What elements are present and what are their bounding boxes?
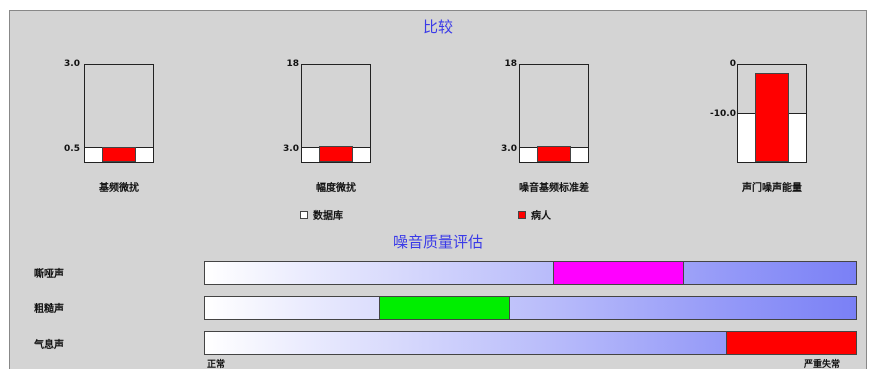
severity-range-segment: [379, 296, 510, 320]
chart-label: 声门噪声能量: [742, 183, 802, 194]
patient-bar: [102, 147, 136, 162]
severity-range-segment: [726, 331, 857, 355]
scale-min-label: 正常: [207, 360, 226, 370]
chart-reference-label: 3.0: [283, 144, 299, 154]
patient-bar: [319, 146, 353, 162]
assessment-title: 噪音质量评估: [392, 233, 483, 251]
scale-track-hoarse: [204, 261, 857, 285]
scale-track-rough: [204, 296, 857, 320]
chart-ymax-label: 0: [729, 59, 736, 69]
severity-range-segment: [553, 261, 684, 285]
chart-ymax-label: 3.0: [64, 59, 80, 69]
scale-max-label: 严重失常: [804, 360, 841, 370]
chart-reference-label: 3.0: [501, 144, 517, 154]
chart-reference-label: 0.5: [64, 144, 80, 154]
chart-ymax-label: 18: [504, 59, 517, 69]
comparison-title: 比较: [422, 18, 453, 36]
row-label-hoarse: 嘶哑声: [34, 269, 64, 280]
legend-swatch-patient: [518, 210, 526, 219]
chart-reference-label: -10.0: [710, 109, 736, 119]
voice-analysis-panel: 比较 3.0 0.5 基频微扰 18 3.0 幅度微扰 18 3.0 噪音基频标…: [9, 10, 867, 370]
chart-label: 幅度微扰: [316, 183, 356, 194]
scale-track-breathy: [204, 331, 857, 355]
chart-ymax-label: 18: [286, 59, 299, 69]
legend-database: 数据库: [300, 207, 343, 222]
row-label-rough: 粗糙声: [34, 304, 64, 315]
patient-bar: [537, 146, 571, 162]
patient-bar: [755, 73, 789, 162]
chart-plot-area: [84, 64, 154, 163]
chart-label: 基频微扰: [99, 183, 139, 194]
chart-plot-area: [519, 64, 589, 163]
row-label-breathy: 气息声: [34, 340, 64, 351]
chart-plot-area: [737, 64, 807, 163]
legend-label: 病人: [531, 211, 551, 222]
legend-label: 数据库: [313, 211, 343, 222]
legend-patient: 病人: [518, 207, 551, 222]
legend-swatch-database: [300, 210, 308, 219]
chart-label: 噪音基频标准差: [519, 183, 589, 194]
chart-plot-area: [301, 64, 371, 163]
